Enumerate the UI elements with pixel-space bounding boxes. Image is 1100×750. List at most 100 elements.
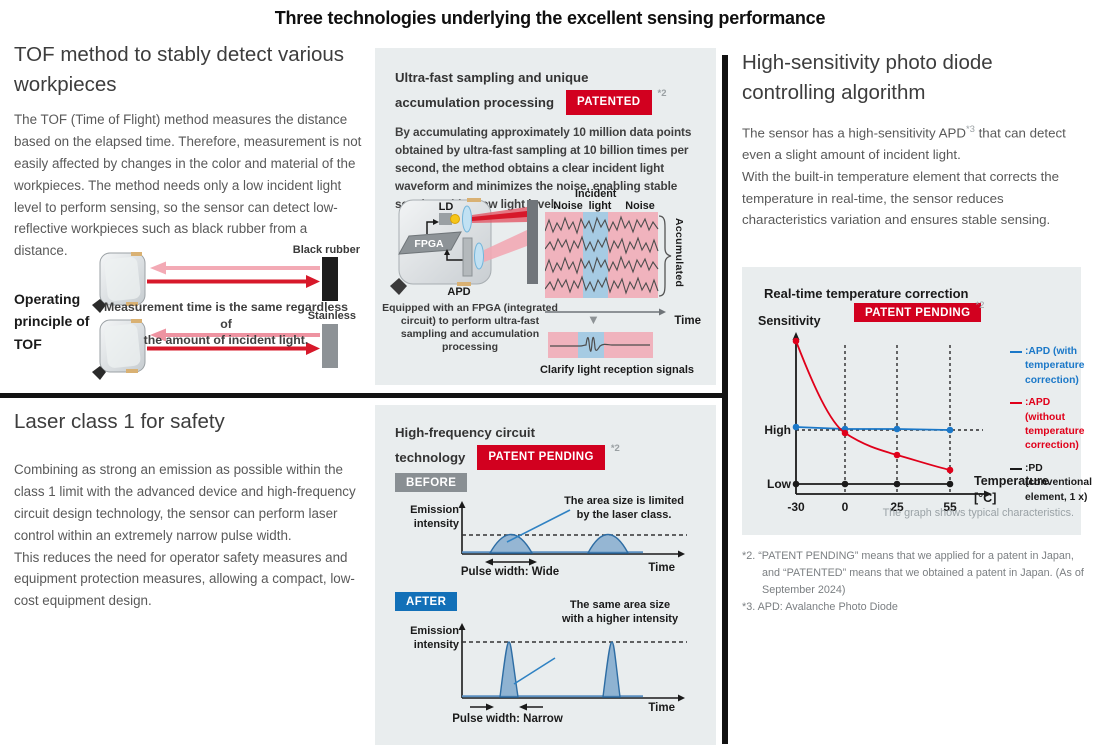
target-bar-icon xyxy=(527,200,538,284)
laser-heading: Laser class 1 for safety xyxy=(14,410,225,433)
annotation-line xyxy=(513,657,556,685)
section-photodiode: High-sensitivity photo diode controlling… xyxy=(742,48,1088,231)
time-label: Time xyxy=(648,702,675,714)
apd-label: APD xyxy=(447,286,470,298)
wide-pulse-icon xyxy=(488,534,534,554)
sensor-icon xyxy=(92,319,146,380)
temperature-chart-graphic: High Low -30 0 25 55 xyxy=(764,332,992,514)
schematic-caption: Equipped with an FPGA (integrated circui… xyxy=(382,302,558,354)
laser-body: Combining as strong an emission as possi… xyxy=(14,462,356,609)
x-tick: -30 xyxy=(787,500,805,514)
after-chart: Emission intensity The same area size wi… xyxy=(395,598,705,738)
after-badge: AFTER xyxy=(395,592,458,611)
emission-intensity-label: Emission intensity xyxy=(410,504,459,530)
accumulated-signals-graphic xyxy=(545,212,672,316)
before-graph xyxy=(458,501,687,566)
emission-light-arrow-icon xyxy=(147,342,320,355)
lens-icon xyxy=(462,205,472,233)
laser-diode-icon xyxy=(439,213,452,225)
after-graph xyxy=(458,623,687,711)
waveform-diagram: Incident Noise light Noise Accumulated ▼ xyxy=(540,188,716,385)
footnote-ref: *3 xyxy=(965,124,975,136)
panel-ultra-fast-sampling: Ultra-fast sampling and unique accumulat… xyxy=(375,48,716,385)
footnote-ref: *2 xyxy=(610,443,620,455)
patent-pending-badge: PATENT PENDING xyxy=(854,303,982,322)
chart-legend: :APD (with temperature correction) :APD … xyxy=(1010,345,1092,513)
triangle-down-icon: ▼ xyxy=(587,312,600,327)
footnote-ref: *2 xyxy=(657,88,667,100)
footnote-ref: *2 xyxy=(975,300,985,311)
tof-principle-diagram: Operating principle of TOF Black rubber … xyxy=(14,243,362,395)
tof-note: Measurement time is the same regardless … xyxy=(104,300,348,348)
pulse-width-label: Pulse width: Narrow xyxy=(452,713,563,725)
section-tof: TOF method to stably detect various work… xyxy=(14,40,363,262)
legend-line-icon xyxy=(1010,402,1022,405)
sampling-heading: Ultra-fast sampling and unique accumulat… xyxy=(375,48,716,116)
footnote: *2. “PATENT PENDING” means that we appli… xyxy=(742,550,1084,597)
tof-diagram-graphic xyxy=(92,252,338,380)
footnotes: *2. “PATENT PENDING” means that we appli… xyxy=(742,548,1090,616)
panel-high-frequency: High-frequency circuit technology PATENT… xyxy=(375,405,716,745)
photodiode-heading: High-sensitivity photo diode controlling… xyxy=(742,51,993,105)
stainless-target-icon xyxy=(322,324,338,368)
sensor-icon xyxy=(92,252,146,313)
legend-item-apd-without: :APD (without temperature correction) xyxy=(1010,396,1085,454)
temperature-axis-label: Temperature [°C] xyxy=(974,474,1049,505)
pulse-width-label: Pulse width: Wide xyxy=(460,566,560,578)
return-light-arrow-icon xyxy=(150,261,320,275)
footnote: *3. APD: Avalanche Photo Diode xyxy=(742,601,898,614)
photodiode-body: The sensor has a high-sensitivity APD*3 … xyxy=(742,124,1066,228)
time-label: Time xyxy=(674,315,701,327)
before-annotation: The area size is limited by the laser cl… xyxy=(564,495,684,522)
cable-stub-icon xyxy=(390,278,407,295)
chart-title: Real-time temperature correction xyxy=(764,286,969,301)
high-tick-label: High xyxy=(764,423,791,437)
incident-label: Incident xyxy=(575,188,617,200)
before-badge: BEFORE xyxy=(395,473,468,492)
fpga-chip-icon xyxy=(398,231,462,255)
annotation-line xyxy=(506,509,571,543)
fpga-sensor-schematic: LD FPGA APD xyxy=(390,198,538,298)
legend-item-pd: :PD (conventional element, 1 x) xyxy=(1010,462,1092,505)
x-tick: 55 xyxy=(943,500,957,514)
patent-pending-badge: PATENT PENDING xyxy=(477,445,605,471)
hf-heading: High-frequency circuit technology PATENT… xyxy=(375,405,716,471)
lens-icon xyxy=(474,242,484,270)
target-label-stainless: Stainless xyxy=(307,310,356,322)
low-tick-label: Low xyxy=(767,477,792,491)
legend-item-apd-with: :APD (with temperature correction) xyxy=(1010,345,1085,388)
brace-icon xyxy=(658,215,672,297)
wide-pulse-icon xyxy=(586,534,630,554)
black-rubber-target-icon xyxy=(322,257,338,301)
after-annotation: The same area size with a higher intensi… xyxy=(561,599,679,626)
series-apd-without-correction xyxy=(792,337,954,474)
page-title: Three technologies underlying the excell… xyxy=(274,8,826,28)
legend-line-icon xyxy=(1010,467,1022,470)
before-chart: Emission intensity The area size is limi… xyxy=(395,495,705,585)
panel-temperature-chart: Real-time temperature correction PATENT … xyxy=(742,267,1092,535)
ld-label: LD xyxy=(439,201,454,213)
noise-label: Noise xyxy=(553,200,583,212)
clarify-caption: Clarify light reception signals xyxy=(539,364,695,376)
emission-light-arrow-icon xyxy=(147,275,320,288)
legend-line-icon xyxy=(1010,351,1022,353)
x-tick: 25 xyxy=(890,500,904,514)
patented-badge: PATENTED xyxy=(566,90,652,116)
chart-badge-row: PATENT PENDING *2 xyxy=(854,300,985,322)
narrow-pulse-icon xyxy=(499,641,519,698)
emission-intensity-label: Emission intensity xyxy=(410,625,459,651)
fpga-label: FPGA xyxy=(414,238,444,250)
narrow-pulse-icon xyxy=(602,641,621,698)
x-tick: 0 xyxy=(842,500,849,514)
series-pd-conventional xyxy=(792,480,954,488)
return-beam-icon xyxy=(484,230,527,262)
return-light-arrow-icon xyxy=(150,328,320,342)
tof-principle-label: Operating principle of TOF xyxy=(14,291,90,352)
accumulated-label: Accumulated xyxy=(673,218,685,288)
noise-label: Noise xyxy=(625,200,655,212)
tof-heading: TOF method to stably detect various work… xyxy=(14,43,345,97)
chart-caption: The graph shows typical characteristics. xyxy=(882,507,1074,519)
clarified-signal-graphic xyxy=(548,332,653,358)
tof-body: The TOF (Time of Flight) method measures… xyxy=(14,112,362,259)
